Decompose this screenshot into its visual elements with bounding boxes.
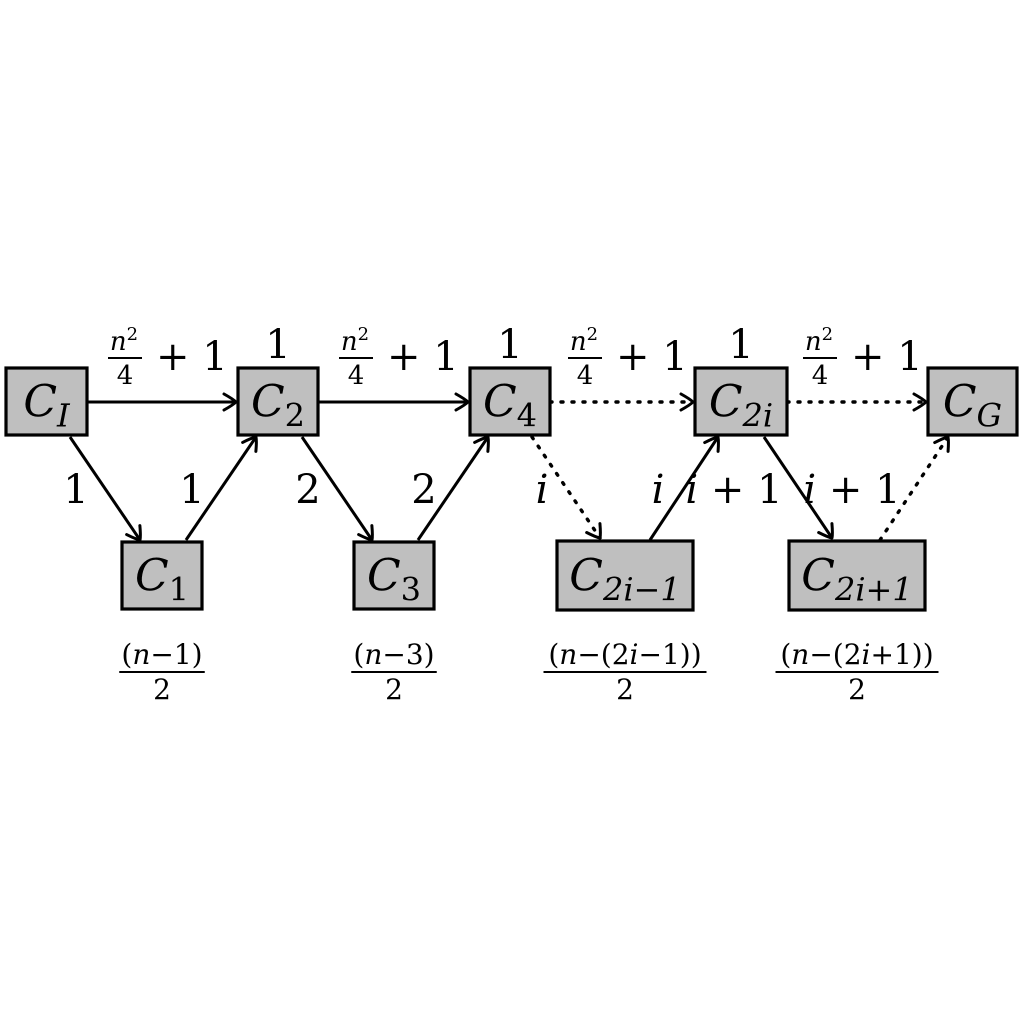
cost-fraction-C2ip1: (n−(2i+1))2 bbox=[775, 638, 939, 706]
diag-edge-label-C4-C2im1: i bbox=[536, 467, 549, 513]
node-box-C2im1 bbox=[555, 539, 695, 612]
node-label-C2: C2 bbox=[251, 377, 305, 435]
diag-edge-C2ip1-CG bbox=[878, 435, 950, 542]
diag-edge-C2i-C2ip1-arrowhead bbox=[817, 522, 834, 540]
diag-edge-C2-C3 bbox=[300, 436, 374, 541]
node-box-CG bbox=[926, 366, 1019, 437]
top-edge-CI-C2-arrowhead bbox=[222, 392, 238, 412]
diag-edge-label-CI-C1: 1 bbox=[63, 467, 88, 513]
node-box-CI bbox=[4, 366, 89, 437]
fraction-denominator: 2 bbox=[385, 673, 403, 706]
fraction-numerator: n2 bbox=[570, 324, 598, 357]
diag-edge-label-C1-C2: 1 bbox=[179, 467, 204, 513]
edges bbox=[68, 392, 950, 542]
fraction-denominator: 2 bbox=[848, 673, 866, 706]
diag-edge-C2im1-C2i bbox=[648, 436, 720, 541]
diag-edge-CI-C1-arrowhead bbox=[125, 524, 142, 542]
diag-edge-label-C2im1-C2i: i bbox=[652, 467, 665, 513]
node-label-C3: C3 bbox=[367, 551, 421, 609]
fraction-numerator: (n−3) bbox=[353, 638, 434, 671]
fraction-numerator: n2 bbox=[110, 324, 138, 357]
node-label-CG: CG bbox=[943, 377, 1002, 435]
top-edge-label-2: n2 4 + 1 bbox=[568, 324, 688, 391]
label-plus-one: + 1 bbox=[851, 334, 923, 380]
top-edge-C2i-CG-arrowhead bbox=[912, 392, 928, 412]
node-box-C2i bbox=[693, 366, 789, 437]
fraction-numerator: n2 bbox=[341, 324, 369, 357]
diag-edge-C2i-C2ip1 bbox=[762, 436, 834, 539]
node-C2i: C2i bbox=[693, 366, 789, 437]
fraction-denominator: 4 bbox=[577, 361, 594, 391]
node-weight-C2: 1 bbox=[265, 322, 290, 368]
node-label-C2i: C2i bbox=[709, 377, 773, 435]
diag-edge-label-C2-C3: 2 bbox=[295, 467, 320, 513]
cost-fraction-C3: (n−3)2 bbox=[351, 638, 437, 706]
label-plus-one: + 1 bbox=[387, 334, 459, 380]
diag-edge-C4-C2im1 bbox=[530, 435, 602, 540]
node-box-C2 bbox=[236, 366, 320, 437]
diag-edge-C3-C4-arrowhead bbox=[473, 435, 490, 453]
diag-edge-label-C3-C4: 2 bbox=[411, 467, 436, 513]
node-weight-C2i: 1 bbox=[728, 322, 753, 368]
fraction-denominator: 4 bbox=[348, 361, 365, 391]
fraction-numerator: (n−(2i−1)) bbox=[548, 638, 701, 671]
node-label-C1: C1 bbox=[135, 551, 189, 609]
fraction-numerator: (n−1) bbox=[121, 638, 202, 671]
labels: n2 4 + 1 n2 4 + 1 n2 4 + 1 n2 4 + 1 1 1 1 1 1 2 2 i i i + 1 i … bbox=[63, 322, 939, 706]
diag-edge-C2im1-C2i-arrowhead bbox=[703, 435, 720, 453]
node-label-CI: CI bbox=[23, 377, 71, 435]
fraction-numerator: n2 bbox=[805, 324, 833, 357]
top-edge-label-1: n2 4 + 1 bbox=[339, 324, 459, 391]
cost-fraction-C1: (n−1)2 bbox=[119, 638, 205, 706]
node-box-C3 bbox=[352, 540, 436, 611]
node-C2im1: C2i−1 bbox=[555, 539, 695, 612]
top-edge-label-0: n2 4 + 1 bbox=[108, 324, 228, 391]
top-edge-label-3: n2 4 + 1 bbox=[803, 324, 923, 391]
label-plus-one: + 1 bbox=[156, 334, 228, 380]
node-C1: C1 bbox=[120, 540, 204, 611]
label-plus-one: + 1 bbox=[616, 334, 688, 380]
fraction-denominator: 2 bbox=[616, 673, 634, 706]
node-C2ip1: C2i+1 bbox=[787, 539, 927, 612]
node-C2: C2 bbox=[236, 366, 320, 437]
node-label-C2ip1: C2i+1 bbox=[801, 551, 912, 609]
fraction-denominator: 4 bbox=[812, 361, 829, 391]
top-edge-C2-C4-arrowhead bbox=[454, 392, 470, 412]
diag-edge-C3-C4 bbox=[416, 436, 490, 541]
node-CG: CG bbox=[926, 366, 1019, 437]
fraction-denominator: 4 bbox=[117, 361, 134, 391]
node-C3: C3 bbox=[352, 540, 436, 611]
node-box-C1 bbox=[120, 540, 204, 611]
diag-edge-C2ip1-CG-arrowhead bbox=[933, 435, 950, 453]
diag-edge-CI-C1 bbox=[68, 436, 142, 541]
cost-fraction-C2im1: (n−(2i−1))2 bbox=[543, 638, 707, 706]
node-CI: CI bbox=[4, 366, 89, 437]
node-box-C4 bbox=[468, 366, 552, 437]
diag-edge-label-C2ip1-CG: i + 1 bbox=[803, 467, 900, 513]
fraction-numerator: (n−(2i+1)) bbox=[780, 638, 933, 671]
node-box-C2ip1 bbox=[787, 539, 927, 612]
fraction-denominator: 2 bbox=[153, 673, 171, 706]
diag-edge-C1-C2-arrowhead bbox=[241, 435, 258, 453]
diag-edge-C2-C3-arrowhead bbox=[357, 524, 374, 542]
node-label-C2im1: C2i−1 bbox=[569, 551, 680, 609]
top-edge-C4-C2i-arrowhead bbox=[679, 392, 695, 412]
node-C4: C4 bbox=[468, 366, 552, 437]
diag-edge-C4-C2im1-arrowhead bbox=[585, 522, 602, 540]
diag-edge-C1-C2 bbox=[184, 436, 258, 541]
nodes: CI C2 C4 C2i CG C1 C3 C2i−1 C2i+1 bbox=[4, 366, 1019, 612]
node-label-C4: C4 bbox=[483, 377, 537, 435]
diag-edge-label-C2i-C2ip1: i + 1 bbox=[685, 467, 782, 513]
node-weight-C4: 1 bbox=[497, 322, 522, 368]
